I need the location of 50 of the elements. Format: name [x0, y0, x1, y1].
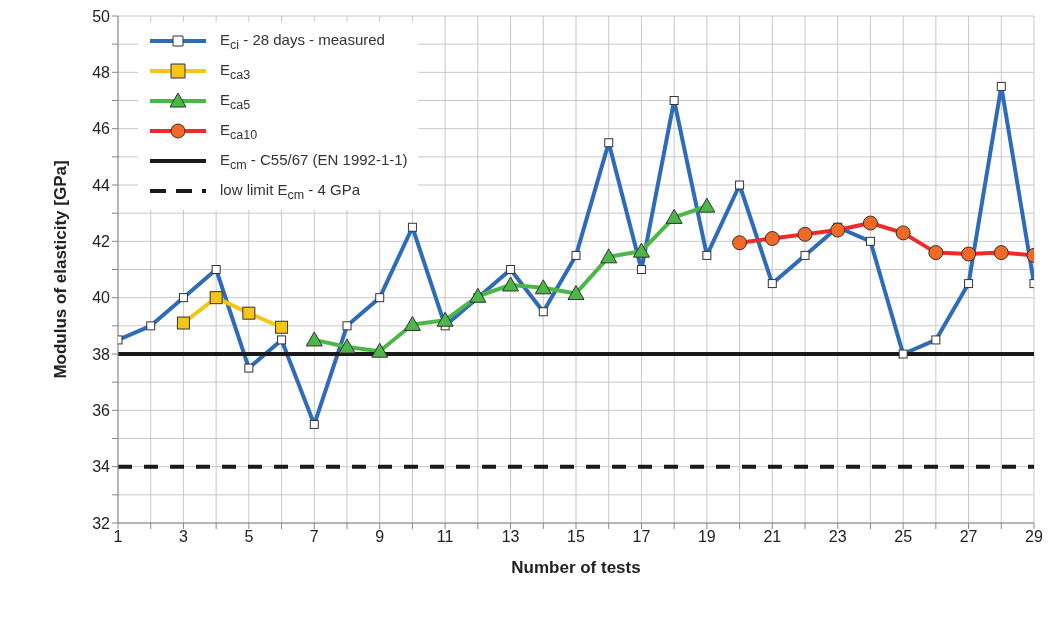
- legend-label: E$_{ca5}$: [220, 90, 251, 112]
- y-tick-label: 42: [92, 233, 111, 251]
- x-tick-label: 11: [436, 528, 454, 546]
- point: [698, 197, 716, 213]
- x-tick-label: 15: [567, 528, 585, 546]
- legend-label: E$_{ca10}$: [220, 120, 258, 142]
- x-tick-label: 1: [113, 528, 123, 546]
- x-tick-label: 27: [959, 528, 978, 546]
- x-tick-label: 9: [375, 528, 385, 546]
- y-tick-label: 36: [92, 402, 111, 420]
- legend-label: low limit E$_{cm}$ - 4 GPa: [220, 180, 361, 202]
- point: [567, 284, 585, 300]
- x-tick-label: 25: [894, 528, 913, 546]
- point: [534, 279, 552, 295]
- point: [632, 242, 650, 258]
- y-tick-label: 34: [92, 458, 111, 476]
- y-tick-label: 32: [92, 514, 111, 532]
- x-tick-label: 19: [697, 528, 716, 546]
- y-tick-label: 48: [92, 64, 111, 82]
- x-tick-label: 13: [501, 528, 520, 546]
- point: [469, 287, 487, 303]
- point: [403, 315, 421, 331]
- point: [371, 342, 389, 358]
- point: [209, 291, 223, 305]
- point: [305, 331, 323, 347]
- point: [242, 306, 256, 320]
- y-tick-label: 46: [92, 120, 111, 138]
- point: [502, 276, 520, 292]
- point: [275, 320, 289, 334]
- y-tick-label: 44: [92, 176, 111, 194]
- legend-label: E$_{cm}$ - C55/67 (EN 1992-1-1): [220, 150, 408, 172]
- point: [338, 338, 356, 354]
- legend-label: E$_{ci}$ - 28 days - measured: [220, 30, 385, 52]
- x-tick-label: 23: [828, 528, 847, 546]
- point: [176, 316, 190, 330]
- x-tick-label: 21: [763, 528, 782, 546]
- y-tick-label: 38: [92, 345, 111, 363]
- point: [436, 311, 454, 327]
- y-tick-label: 40: [92, 289, 111, 307]
- x-tick-label: 3: [178, 528, 188, 546]
- legend-label: E$_{ca3}$: [220, 60, 251, 82]
- x-tick-label: 29: [1025, 528, 1043, 546]
- x-tick-label: 17: [632, 528, 651, 546]
- y-tick-label: 50: [92, 7, 111, 25]
- x-axis-title: Number of tests: [511, 558, 641, 577]
- point: [665, 208, 683, 224]
- y-axis-title: Modulus of elasticity [GPa]: [51, 160, 71, 379]
- x-tick-label: 5: [244, 528, 254, 546]
- x-tick-label: 7: [309, 528, 319, 546]
- point: [600, 248, 618, 264]
